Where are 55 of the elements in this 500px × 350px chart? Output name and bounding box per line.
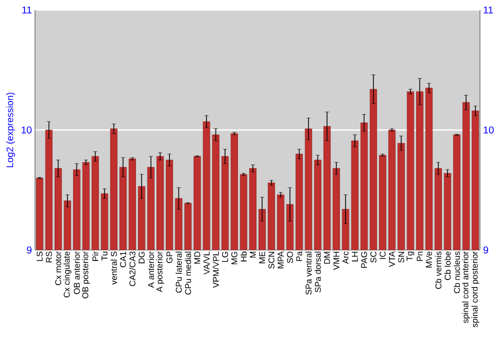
x-tick-label: LS (36, 252, 43, 261)
x-tick-label: MPA (278, 251, 284, 268)
x-tick-label: Cx motor (55, 251, 62, 286)
x-tick-label: Pir (92, 251, 98, 261)
x-tick-label: VMH (333, 252, 340, 270)
x-tick-label: DM (324, 252, 330, 264)
x-tick-label: MD (194, 252, 200, 264)
x-tick-label: Cb lobe (444, 252, 451, 280)
x-tick-label: Pa (296, 251, 302, 261)
y2-tick-label: 9 (484, 246, 488, 254)
x-tick-label: ME (259, 252, 266, 264)
y-axis-title: Log2 (expression) (6, 92, 16, 168)
y-tick-label: 10 (22, 126, 32, 134)
x-tick-label: SN (398, 252, 404, 263)
x-tick-label: MVe (426, 252, 432, 268)
x-tick-label: GP (166, 252, 172, 264)
x-tick-label: Tu (102, 252, 108, 261)
x-tick-label: SCN (268, 252, 274, 269)
x-tick-label: Cx cingulate (63, 252, 72, 298)
x-tick-label: LH (352, 252, 358, 262)
y2-tick-label: 11 (484, 6, 493, 14)
x-tick-label: Hb (240, 252, 247, 262)
y-tick-label: 11 (22, 6, 32, 14)
x-tick-label: M (250, 252, 256, 258)
x-tick-label: SPa ventral (305, 252, 312, 295)
x-tick-label: LG (222, 252, 228, 262)
x-tick-label: PAG (361, 252, 368, 268)
y-tick-label: 9 (26, 246, 32, 254)
x-tick-label: DG (138, 252, 145, 264)
x-tick-label: VTA (389, 251, 395, 268)
x-tick-label: spinal cord posterior (471, 251, 480, 328)
x-tick-label: CPu medial (184, 252, 192, 295)
x-tick-label: spinal cord anterior (462, 251, 470, 323)
x-tick-label: ventral S (110, 252, 117, 285)
y2-tick-label: 10 (484, 126, 494, 134)
x-tick-label: RS (46, 252, 52, 262)
x-tick-label: OB anterior (74, 251, 80, 294)
x-tick-label: MG (231, 252, 238, 264)
x-tick-label: VA/VL (203, 251, 210, 275)
x-tick-label: A posterior (156, 251, 164, 292)
x-tick-label: OB posterior (82, 251, 90, 298)
x-tick-label: Cb nucleus (454, 252, 460, 294)
x-tick-label: Cb vermis (435, 252, 442, 289)
x-tick-label: VPM/VPL (212, 251, 219, 288)
x-tick-label: Pn (416, 252, 423, 261)
x-tick-label: CA2/CA3 (129, 252, 136, 286)
x-tick-label: A anterior (148, 251, 154, 288)
x-tick-label: Tg (406, 252, 414, 261)
x-tick-label: CPu lateral (176, 252, 182, 293)
x-tick-label: IC (380, 252, 386, 259)
x-tick-label: Arc (342, 251, 349, 264)
x-tick-label: SO (286, 252, 293, 264)
x-tick-label: SPa dorsal (314, 252, 321, 292)
x-tick-label: CA1 (120, 252, 126, 268)
x-tick-label: SC (370, 252, 376, 263)
